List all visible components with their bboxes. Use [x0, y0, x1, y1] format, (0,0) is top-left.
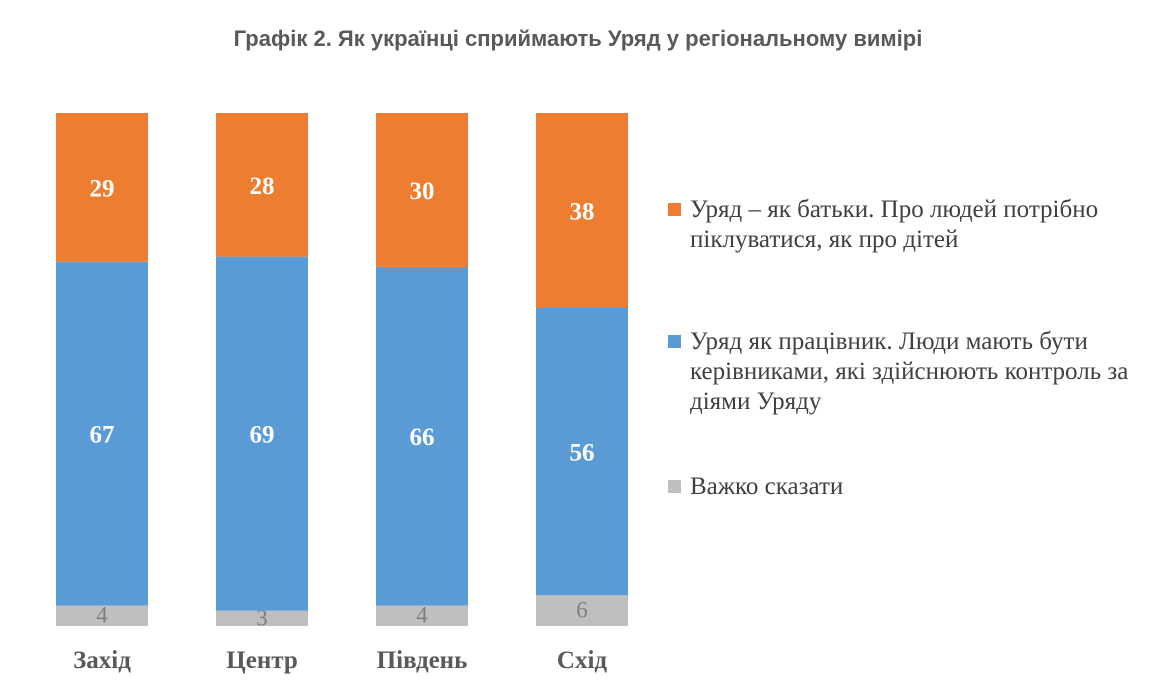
- bar-segment-worker-skhid: [536, 307, 628, 596]
- bar-segment-parents-zahid: [56, 113, 148, 262]
- category-label-tsentr: Центр: [226, 647, 297, 674]
- data-label-hard-to-say-zahid: 4: [96, 603, 108, 628]
- legend-item-worker: Уряд як працівник. Люди мають бути керів…: [668, 327, 1138, 417]
- legend-label-parents: Уряд – як батьки. Про людей потрібно пік…: [690, 196, 1099, 253]
- category-label-skhid: Схід: [557, 647, 608, 674]
- data-label-parents-pivden: 30: [410, 178, 435, 205]
- bar-segment-parents-tsentr: [216, 113, 308, 257]
- data-label-parents-tsentr: 28: [250, 173, 275, 200]
- bar-segment-worker-zahid: [56, 261, 148, 606]
- data-label-worker-zahid: 67: [90, 422, 115, 449]
- legend-item-hard-to-say: Важко сказати: [668, 472, 1138, 502]
- legend-label-hard-to-say: Важко сказати: [690, 473, 844, 500]
- data-label-hard-to-say-pivden: 4: [416, 603, 428, 628]
- bar-segment-hard-to-say-pivden: [376, 605, 468, 626]
- data-label-worker-tsentr: 69: [250, 422, 275, 449]
- category-label-pivden: Південь: [377, 647, 468, 674]
- bar-segment-worker-pivden: [376, 266, 468, 606]
- data-label-worker-skhid: 56: [570, 440, 595, 467]
- legend-swatch-orange: [668, 203, 681, 216]
- bar-segment-parents-pivden: [376, 113, 468, 267]
- legend-item-parents: Уряд – як батьки. Про людей потрібно пік…: [668, 195, 1138, 255]
- legend: Уряд – як батьки. Про людей потрібно пік…: [668, 195, 1138, 502]
- legend-label-worker: Уряд як працівник. Люди мають бути керів…: [690, 328, 1129, 415]
- bar-segment-hard-to-say-tsentr: [216, 610, 308, 626]
- chart-title: Графік 2. Як українці сприймають Уряд у …: [233, 26, 923, 51]
- data-label-hard-to-say-tsentr: 3: [256, 605, 268, 630]
- bar-segment-hard-to-say-zahid: [56, 605, 148, 626]
- category-label-zahid: Захід: [73, 647, 131, 674]
- bar-segment-worker-tsentr: [216, 256, 308, 611]
- data-label-worker-pivden: 66: [410, 424, 435, 451]
- bar-segment-parents-skhid: [536, 113, 628, 308]
- legend-swatch-gray: [668, 480, 681, 493]
- data-label-hard-to-say-skhid: 6: [576, 598, 588, 623]
- data-label-parents-skhid: 38: [570, 198, 595, 225]
- bar-segment-hard-to-say-skhid: [536, 595, 628, 626]
- legend-swatch-blue: [668, 335, 681, 348]
- data-label-parents-zahid: 29: [90, 175, 115, 202]
